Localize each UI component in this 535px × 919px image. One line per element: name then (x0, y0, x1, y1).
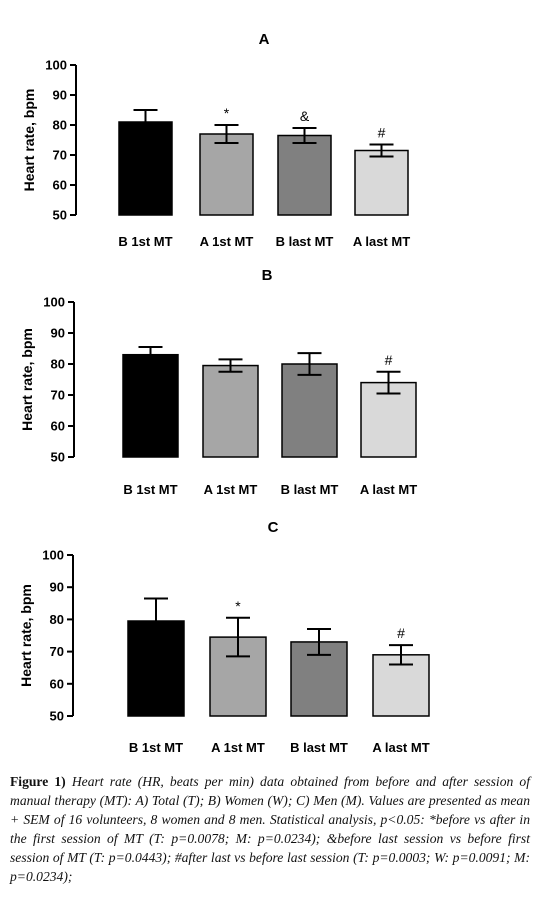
chart-title: B (262, 267, 273, 284)
category-label: B last MT (281, 482, 339, 497)
bar (277, 134, 332, 216)
y-tick-label: 100 (42, 548, 64, 563)
category-label: A last MT (353, 234, 410, 249)
significance-marker: # (397, 625, 405, 641)
y-tick-label: 80 (51, 357, 65, 372)
y-tick-label: 70 (50, 644, 64, 659)
caption-text: Heart rate (HR, beats per min) data obta… (10, 774, 530, 884)
y-axis-label: Heart rate, bpm (21, 89, 37, 192)
y-tick-label: 50 (53, 208, 67, 223)
chart-b: B Heart rate, bpm 50 60 70 80 90 100 B 1st MT A 1… (19, 267, 417, 497)
bar (199, 133, 254, 216)
category-label: A last MT (360, 482, 417, 497)
y-tick-label: 50 (51, 450, 65, 465)
bar (122, 353, 179, 458)
chart-a: A Heart rate, bpm 50 60 70 80 90 100 B 1st MT * A … (21, 31, 410, 249)
y-tick-label: 50 (50, 709, 64, 724)
category-label: B last MT (276, 234, 334, 249)
y-tick-label: 70 (51, 388, 65, 403)
category-label: A 1st MT (211, 740, 265, 755)
y-tick-label: 80 (53, 118, 67, 133)
bar (281, 363, 338, 458)
category-label: A 1st MT (200, 234, 254, 249)
y-tick-label: 90 (51, 326, 65, 341)
bar (354, 149, 409, 216)
significance-marker: # (385, 352, 393, 368)
y-tick-label: 90 (53, 88, 67, 103)
y-axis-label: Heart rate, bpm (19, 328, 35, 431)
caption-label: Figure 1) (10, 774, 66, 789)
y-tick-label: 60 (50, 676, 64, 691)
category-label: B 1st MT (129, 740, 183, 755)
bar (209, 636, 267, 717)
category-label: A 1st MT (204, 482, 258, 497)
y-tick-label: 80 (50, 612, 64, 627)
significance-marker: & (300, 108, 310, 124)
category-label: B 1st MT (123, 482, 177, 497)
y-tick-label: 70 (53, 148, 67, 163)
figure-caption: Figure 1) Heart rate (HR, beats per min)… (10, 772, 530, 886)
y-tick-label: 90 (50, 580, 64, 595)
significance-marker: * (235, 598, 241, 614)
category-label: B last MT (290, 740, 348, 755)
y-axis-label: Heart rate, bpm (18, 584, 34, 687)
significance-marker: * (224, 105, 230, 121)
bar (202, 364, 259, 458)
y-tick-label: 100 (43, 295, 65, 310)
chart-title: C (268, 519, 279, 536)
category-label: A last MT (372, 740, 429, 755)
category-label: B 1st MT (118, 234, 172, 249)
y-tick-label: 100 (45, 58, 67, 73)
y-tick-label: 60 (53, 178, 67, 193)
y-tick-label: 60 (51, 419, 65, 434)
significance-marker: # (378, 125, 386, 141)
bar (118, 121, 173, 216)
chart-title: A (259, 31, 270, 48)
chart-c: C Heart rate, bpm 50 60 70 80 90 100 B 1st MT * A … (18, 519, 430, 755)
